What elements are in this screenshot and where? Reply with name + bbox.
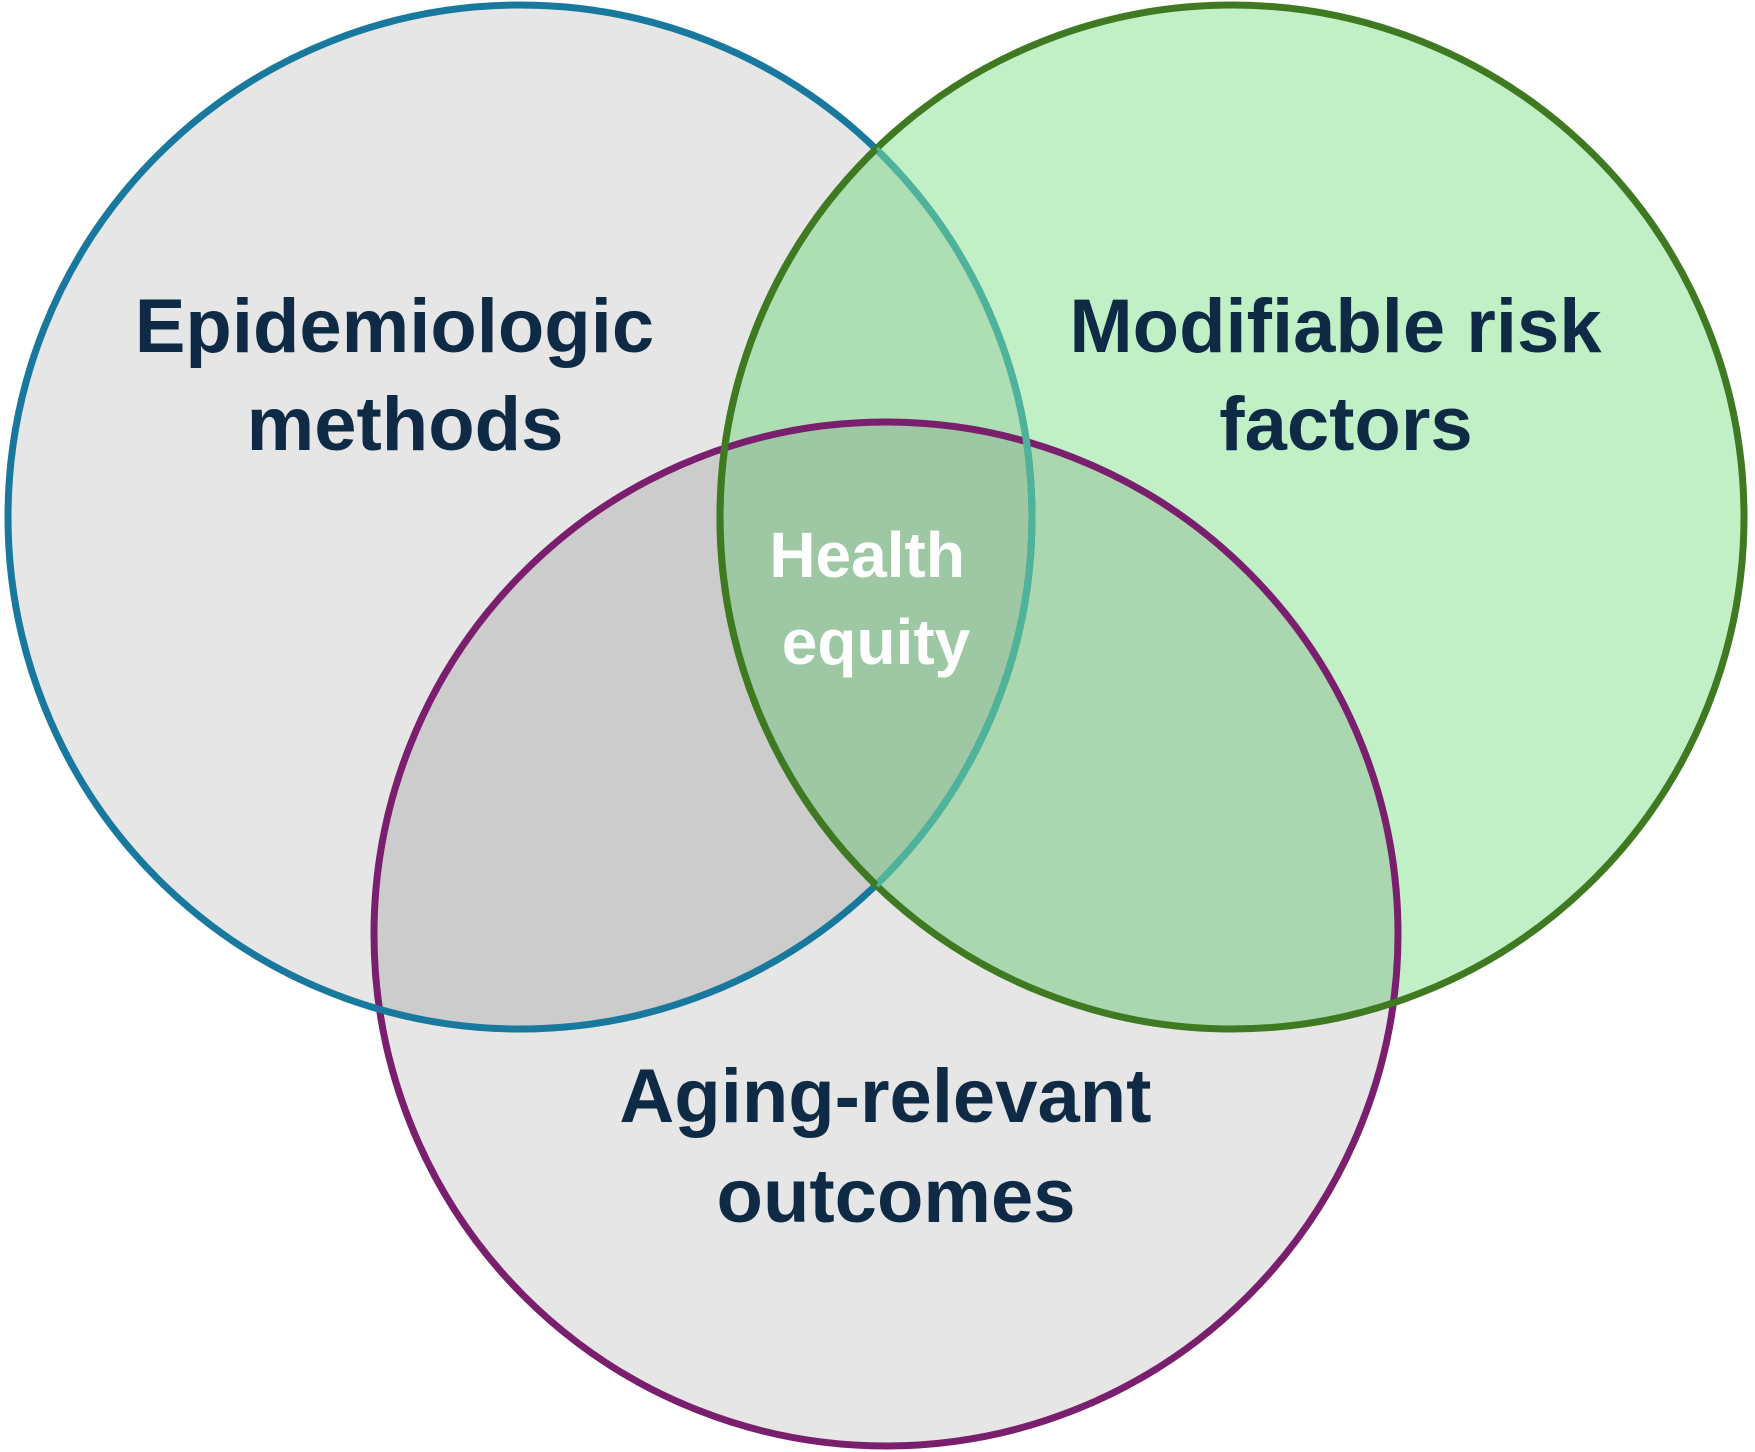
label-epidemiologic-methods-line1: Epidemiologic: [135, 284, 654, 369]
label-health-equity-line2: equity: [782, 606, 971, 678]
label-modifiable-risk-factors-line2: factors: [1219, 382, 1472, 467]
label-health-equity-line1: Health: [769, 519, 965, 591]
label-modifiable-risk-factors: Modifiable risk factors: [1069, 284, 1622, 467]
label-modifiable-risk-factors-line1: Modifiable risk: [1069, 284, 1602, 369]
epidemiologic-methods-inner-arc: [720, 5, 1036, 1029]
label-aging-relevant-outcomes: Aging-relevant outcomes: [619, 1054, 1172, 1239]
label-aging-relevant-outcomes-line2: outcomes: [717, 1154, 1076, 1239]
label-aging-relevant-outcomes-line1: Aging-relevant: [619, 1054, 1151, 1139]
label-health-equity: Health equity: [769, 519, 982, 678]
aging-relevant-outcomes-outline: [370, 418, 1402, 1450]
label-epidemiologic-methods: Epidemiologic methods: [135, 284, 676, 467]
label-epidemiologic-methods-line2: methods: [247, 382, 564, 467]
modifiable-risk-factors-inner-arc: [716, 5, 1032, 1029]
